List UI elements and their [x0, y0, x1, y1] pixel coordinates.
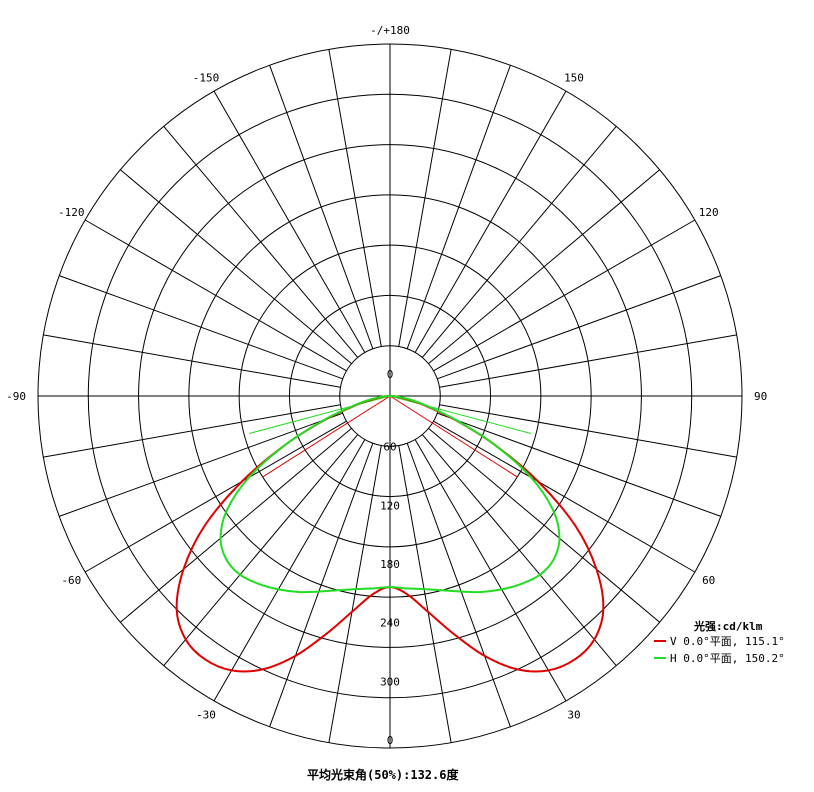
series-curve-1: [219, 395, 561, 594]
radial-tick-label: 120: [380, 499, 400, 512]
grid-spoke: [398, 445, 452, 743]
beam-angle-line: [389, 395, 532, 434]
angle-label: 90: [754, 390, 767, 403]
angle-label: 30: [567, 709, 580, 722]
angle-label: -90: [6, 390, 26, 403]
grid-spoke: [120, 169, 352, 365]
legend-label-v: V 0.0°平面, 115.1°: [670, 635, 785, 648]
legend: 光强:cd/klm V 0.0°平面, 115.1° H 0.0°平面, 150…: [654, 619, 785, 665]
grid-spoke: [406, 443, 511, 727]
average-beam-angle: 平均光束角(50%):132.6度: [307, 767, 459, 782]
angle-label: -150: [193, 71, 220, 84]
grid-spoke: [163, 126, 359, 358]
grid-spoke: [328, 445, 382, 743]
grid-spoke: [437, 412, 721, 517]
legend-label-h: H 0.0°平面, 150.2°: [670, 652, 785, 665]
grid-spoke: [213, 90, 366, 353]
grid-spoke: [269, 443, 374, 727]
grid-spoke: [120, 427, 352, 623]
radial-tick-label: 180: [380, 558, 400, 571]
angle-label: -60: [61, 574, 81, 587]
grid-spoke: [328, 49, 382, 347]
grid-spoke: [59, 275, 343, 380]
radial-tick-label: 0: [387, 734, 394, 747]
grid-spoke: [414, 90, 567, 353]
curves: [175, 395, 605, 673]
grid-spoke: [43, 404, 341, 458]
tick-labels: 0 60 120 180 240 300 0 -/+180 150 120 90 60 30 -30 -60…: [6, 24, 767, 747]
grid-spoke: [439, 334, 737, 388]
grid-spoke: [213, 439, 366, 702]
grid-spoke: [269, 65, 374, 349]
grid-spoke: [433, 219, 696, 372]
grid-spoke: [59, 412, 343, 517]
grid-spoke: [433, 420, 696, 573]
angle-label: 150: [564, 71, 584, 84]
grid-spoke: [84, 219, 347, 372]
angle-label: -30: [196, 709, 216, 722]
polar-grid: [37, 43, 743, 749]
grid-spoke: [437, 275, 721, 380]
legend-title: 光强:cd/klm: [693, 619, 763, 633]
grid-spoke: [163, 434, 359, 666]
radial-tick-label: 300: [380, 675, 400, 688]
angle-label: 60: [702, 574, 715, 587]
grid-spoke: [398, 49, 452, 347]
beam-angle-line: [389, 395, 518, 478]
grid-spoke: [428, 427, 660, 623]
radial-tick-label: 60: [383, 441, 396, 454]
beam-angle-line: [262, 395, 391, 478]
angle-label: 120: [699, 206, 719, 219]
radial-tick-label: 240: [380, 617, 400, 630]
grid-spoke: [414, 439, 567, 702]
angle-label: -120: [58, 206, 85, 219]
radial-tick-label: 0: [387, 368, 394, 381]
angle-label: -/+180: [370, 24, 410, 37]
grid-spoke: [421, 434, 617, 666]
grid-spoke: [439, 404, 737, 458]
grid-spoke: [428, 169, 660, 365]
grid-spoke: [421, 126, 617, 358]
grid-spoke: [43, 334, 341, 388]
grid-spoke: [84, 420, 347, 573]
grid-spoke: [406, 65, 511, 349]
beam-angle-line: [248, 395, 391, 434]
